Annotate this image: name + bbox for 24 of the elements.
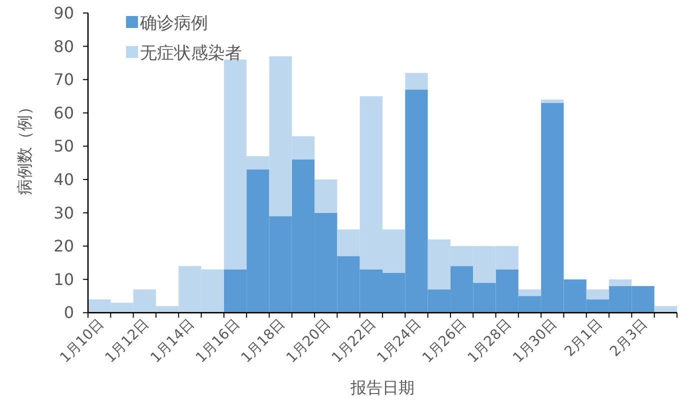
y-tick-label: 90: [54, 4, 74, 22]
y-axis-title: 病例数（例）: [15, 99, 34, 195]
y-tick-label: 50: [54, 136, 74, 156]
x-tick-label: 1月30日: [510, 316, 560, 366]
y-tick-label: 80: [54, 36, 74, 56]
y-tick-label: 40: [54, 170, 74, 189]
bar: [541, 100, 564, 103]
bar: [586, 289, 610, 300]
bar: [314, 180, 338, 213]
bar: [518, 289, 542, 296]
legend-label: 无症状感染者: [140, 44, 242, 64]
y-tick-label: 0: [64, 303, 74, 322]
x-tick-label: 2月3日: [607, 316, 651, 360]
bar: [609, 279, 632, 286]
y-tick-label: 10: [54, 270, 74, 289]
y-tick-label: 70: [54, 70, 74, 90]
y-tick-label: 20: [54, 236, 74, 256]
legend-label: 确诊病例: [139, 14, 208, 34]
bar: [405, 72, 428, 90]
bar: [654, 306, 677, 313]
y-tick-label: 30: [54, 203, 74, 222]
x-axis-title: 报告日期: [350, 378, 414, 397]
y-tick-label: 60: [54, 103, 74, 122]
x-tick-label: 2月1日: [562, 316, 606, 360]
